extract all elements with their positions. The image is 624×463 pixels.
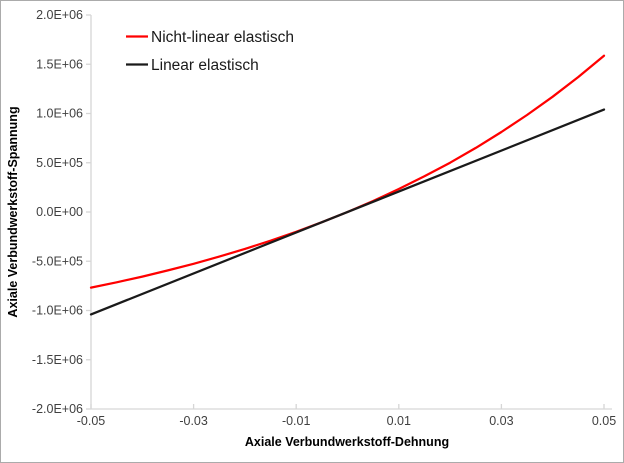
series-line-nicht-linear-elastisch (89, 54, 606, 289)
legend-label: Nicht-linear elastisch (151, 29, 294, 46)
x-tick-label: -0.01 (282, 414, 311, 428)
y-tick-label: 5.0E+05 (36, 156, 83, 170)
y-tick-label: -5.0E+05 (32, 254, 83, 268)
y-tick-label: 0.0E+00 (36, 205, 83, 219)
series-line-linear-elastisch (89, 108, 606, 316)
y-tick-label: 1.5E+06 (36, 57, 83, 71)
y-tick-label: 1.0E+06 (36, 107, 83, 121)
x-tick-label: 0.01 (387, 414, 411, 428)
x-axis-title: Axiale Verbundwerkstoff-Dehnung (245, 435, 449, 449)
x-tick-label: 0.05 (592, 414, 616, 428)
x-tick-label: -0.05 (77, 414, 106, 428)
legend-label: Linear elastisch (151, 57, 259, 74)
y-tick-label: -1.0E+06 (32, 304, 83, 318)
x-tick-label: 0.03 (489, 414, 513, 428)
y-tick-label: -2.0E+06 (32, 402, 83, 416)
y-tick-label: -1.5E+06 (32, 353, 83, 367)
x-tick-label: -0.03 (179, 414, 208, 428)
y-axis-title: Axiale Verbundwerkstoff-Spannung (6, 106, 20, 317)
y-tick-label: 2.0E+06 (36, 8, 83, 22)
